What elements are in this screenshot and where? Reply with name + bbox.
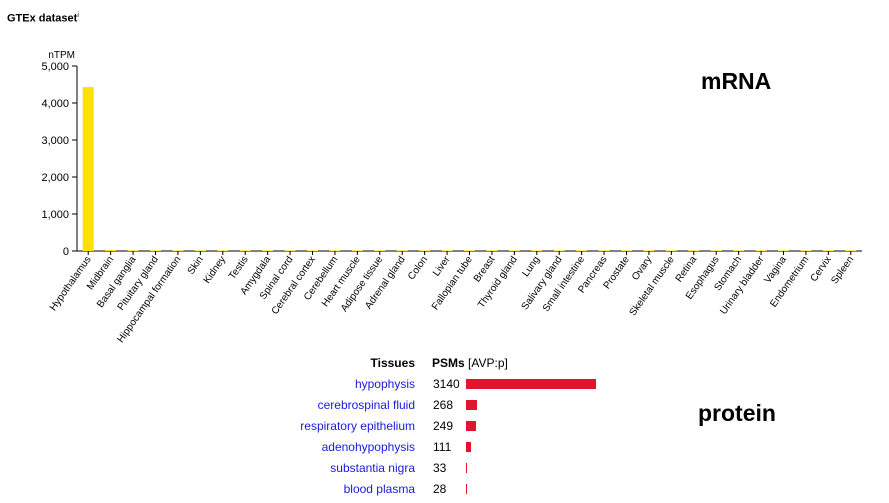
y-tick-label: 2,000: [41, 172, 69, 184]
psm-row: blood plasma 28: [0, 482, 620, 503]
psm-row: hypophysis 3140: [0, 377, 620, 398]
bar-cervix: [822, 250, 834, 251]
protein-label: protein: [698, 400, 776, 426]
bar-small-intestine: [576, 250, 588, 251]
psm-header-tissues: Tissues: [370, 356, 415, 370]
info-icon[interactable]: i: [77, 12, 79, 19]
bar-pancreas: [598, 250, 610, 251]
y-tick-label: 5,000: [41, 61, 69, 73]
psm-header-psms-suffix: [AVP:p]: [468, 356, 508, 370]
bar-cerebellum: [329, 250, 341, 251]
bar-retina: [688, 250, 700, 251]
bar-adipose-tissue: [374, 250, 386, 251]
psm-bar: [466, 379, 596, 389]
psm-row: respiratory epithelium 249: [0, 419, 620, 440]
psm-tissue-link[interactable]: blood plasma: [343, 482, 415, 496]
bar-hypothalamus: [82, 87, 94, 251]
bar-skeletal-muscle: [665, 250, 677, 251]
psm-bar: [466, 442, 471, 452]
bar-spinal-cord: [284, 250, 296, 251]
x-tick-label: Skin: [186, 254, 206, 276]
psm-header-psms-label: PSMs: [432, 356, 465, 370]
bar-thyroid-gland: [508, 250, 520, 251]
y-axis-label: nTPM: [48, 50, 75, 61]
psm-tissue-link[interactable]: adenohypophysis: [321, 440, 415, 454]
bar-cerebral-cortex: [307, 250, 318, 251]
mrna-label: mRNA: [701, 68, 772, 94]
bar-lung: [531, 250, 543, 251]
bar-stomach: [733, 250, 745, 251]
x-tick-label: Colon: [406, 254, 430, 282]
x-tick-label: Spleen: [829, 254, 856, 286]
dataset-title-text: GTEx dataset: [7, 12, 78, 25]
psm-row: cerebrospinal fluid 268: [0, 398, 620, 419]
bar-pituitary-gland: [150, 250, 161, 251]
psm-count: 33: [433, 461, 447, 475]
psm-row: adenohypophysis 111: [0, 440, 620, 461]
psm-header-psms: PSMs [AVP:p]: [432, 356, 508, 370]
y-tick-label: 0: [63, 246, 69, 258]
bar-heart-muscle: [351, 250, 363, 251]
bar-midbrain: [105, 249, 117, 251]
psm-bar: [466, 463, 468, 473]
bar-hippocampal-formation: [172, 250, 184, 251]
bar-spleen: [845, 250, 857, 251]
bar-vagina: [778, 250, 789, 251]
x-tick-label: Kidney: [202, 254, 229, 285]
bar-ovary: [643, 250, 655, 251]
psm-count: 111: [433, 440, 452, 454]
psm-count: 28: [433, 482, 447, 496]
psm-count: 268: [433, 398, 454, 412]
bar-prostate: [621, 250, 632, 251]
bar-testis: [239, 250, 251, 251]
y-tick-label: 4,000: [41, 98, 69, 110]
psm-tissue-link[interactable]: hypophysis: [354, 377, 415, 391]
bar-basal-ganglia: [127, 250, 139, 251]
psm-count: 3140: [433, 377, 460, 391]
psm-bar: [466, 400, 478, 410]
psm-row: substantia nigra 33: [0, 461, 620, 482]
x-tick-label: Lung: [520, 254, 542, 279]
bar-endometrium: [800, 250, 812, 251]
x-tick-label: Liver: [431, 254, 453, 279]
bar-esophagus: [710, 250, 722, 251]
y-tick-label: 1,000: [41, 209, 69, 221]
psm-tissue-link[interactable]: cerebrospinal fluid: [317, 398, 415, 412]
bar-kidney: [217, 250, 229, 251]
bar-skin: [194, 250, 206, 251]
bar-fallopian-tube: [464, 250, 475, 251]
psm-bar: [466, 421, 477, 431]
bar-adrenal-gland: [396, 250, 408, 251]
y-tick-label: 3,000: [41, 135, 69, 147]
psm-tissue-link[interactable]: respiratory epithelium: [300, 419, 415, 433]
bar-amygdala: [262, 250, 274, 251]
bar-urinary-bladder: [755, 250, 767, 251]
dataset-title: GTEx dataseti: [7, 12, 79, 25]
psm-bar: [466, 484, 468, 494]
psm-tissue-link[interactable]: substantia nigra: [330, 461, 415, 475]
bar-liver: [441, 250, 453, 251]
bar-colon: [419, 250, 431, 251]
psm-count: 249: [433, 419, 454, 433]
x-tick-label: Skeletal muscle: [628, 254, 677, 318]
mrna-bar-chart: nTPM01,0002,0003,0004,0005,000Hypothalam…: [41, 50, 862, 345]
bar-breast: [486, 250, 498, 251]
bar-salivary-gland: [553, 250, 565, 251]
